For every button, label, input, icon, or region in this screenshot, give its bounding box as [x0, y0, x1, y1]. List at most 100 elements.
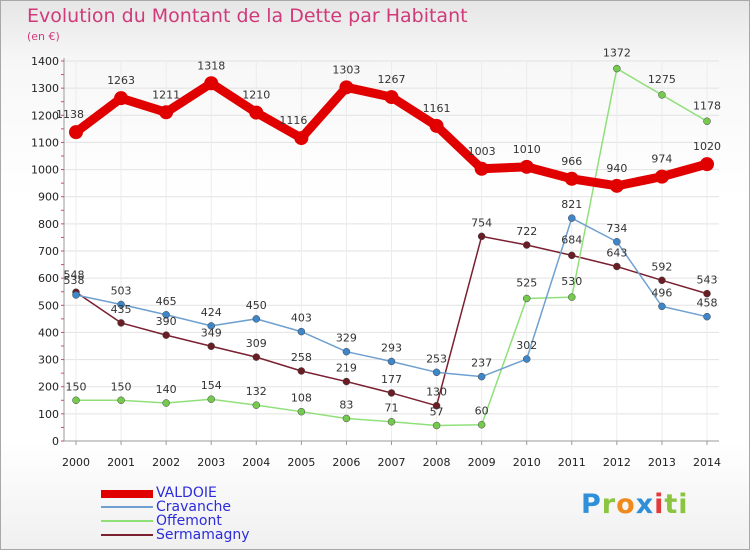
proxiti-logo: Proxiti	[581, 489, 689, 520]
data-point	[207, 395, 215, 403]
x-tick-label: 2014	[693, 456, 721, 469]
data-point	[387, 357, 396, 366]
x-tick-label: 2009	[468, 456, 496, 469]
logo-letter: ti	[664, 489, 689, 520]
data-label: 684	[561, 233, 582, 246]
data-label: 1161	[423, 102, 451, 115]
data-label: 1210	[242, 89, 270, 102]
data-point	[658, 302, 666, 311]
data-point	[703, 312, 711, 321]
x-tick-label: 2013	[648, 456, 676, 469]
data-label: 966	[561, 155, 582, 168]
data-point	[477, 232, 486, 241]
legend-label-cravanche: Cravanche	[156, 499, 232, 515]
data-label: 1263	[107, 74, 135, 87]
y-tick-label: 800	[38, 218, 59, 231]
data-point	[297, 327, 306, 336]
x-tick-label: 2012	[603, 456, 631, 469]
data-point	[252, 315, 261, 323]
y-tick-label: 500	[38, 299, 59, 312]
data-label: 1318	[197, 59, 225, 72]
data-point	[568, 293, 576, 301]
data-point	[114, 91, 129, 106]
x-tick-label: 2003	[197, 456, 225, 469]
data-label: 1211	[152, 88, 180, 101]
data-label: 530	[561, 275, 582, 288]
data-label: 734	[606, 222, 627, 235]
data-label: 1138	[56, 108, 84, 121]
data-label: 154	[201, 379, 222, 392]
data-point	[342, 377, 351, 386]
data-label: 503	[111, 284, 132, 297]
y-tick-label: 1200	[31, 109, 59, 122]
legend-label-sermamagny: Sermamagny	[156, 527, 250, 543]
data-point	[72, 291, 80, 299]
data-label: 130	[426, 386, 447, 399]
data-point	[297, 407, 306, 416]
logo-letter: P	[581, 489, 602, 520]
data-point	[117, 319, 125, 327]
data-point	[522, 241, 531, 249]
data-label: 329	[336, 332, 357, 345]
chart-subtitle: (en €)	[27, 30, 60, 43]
data-point	[613, 238, 621, 246]
data-point	[477, 420, 486, 429]
data-label: 237	[471, 357, 492, 370]
logo-letter: x	[635, 489, 655, 520]
data-label: 293	[381, 341, 402, 354]
data-label: 302	[516, 339, 537, 352]
y-tick-label: 1100	[31, 136, 59, 149]
data-point	[297, 367, 306, 375]
data-point	[207, 322, 215, 330]
data-label: 1020	[693, 140, 721, 153]
data-label: 1116	[279, 114, 307, 127]
legend-swatch-cravanche	[101, 506, 153, 508]
data-point	[339, 80, 354, 95]
data-label: 435	[111, 303, 132, 316]
data-point	[519, 159, 534, 174]
data-point	[522, 355, 531, 363]
data-label: 1003	[468, 145, 496, 158]
data-label: 253	[426, 352, 447, 365]
data-label: 258	[291, 351, 312, 364]
data-label: 538	[64, 274, 85, 287]
data-label: 177	[381, 373, 402, 386]
legend-label-valdoie: VALDOIE	[156, 485, 217, 501]
data-point	[429, 118, 444, 133]
y-tick-label: 300	[38, 354, 59, 367]
data-label: 1303	[332, 63, 360, 76]
data-label: 974	[651, 153, 672, 166]
data-point	[703, 289, 711, 298]
data-label: 83	[339, 398, 353, 411]
data-label: 57	[430, 406, 444, 419]
data-point	[72, 396, 80, 405]
data-point	[249, 105, 264, 120]
data-point	[387, 389, 396, 397]
data-label: 1372	[603, 47, 631, 60]
x-tick-label: 2007	[378, 456, 406, 469]
y-tick-label: 100	[38, 408, 59, 421]
data-point	[654, 169, 669, 184]
data-point	[384, 90, 399, 105]
data-point	[117, 300, 125, 309]
x-tick-label: 2000	[62, 456, 90, 469]
data-label: 60	[475, 405, 489, 418]
logo-letter: o	[616, 489, 636, 520]
data-label: 458	[697, 297, 718, 310]
data-label: 543	[697, 274, 718, 287]
x-tick-label: 2006	[332, 456, 360, 469]
data-label: 754	[471, 216, 492, 229]
data-label: 548	[64, 268, 85, 281]
data-label: 1267	[378, 73, 406, 86]
y-tick-label: 900	[38, 191, 59, 204]
data-label: 150	[111, 380, 132, 393]
y-tick-label: 700	[38, 245, 59, 258]
data-point	[252, 353, 261, 361]
data-point	[703, 117, 711, 126]
data-label: 592	[651, 260, 672, 273]
data-label: 722	[516, 225, 537, 238]
y-tick-label: 1300	[31, 82, 59, 95]
legend-swatch-offemont	[101, 520, 153, 522]
